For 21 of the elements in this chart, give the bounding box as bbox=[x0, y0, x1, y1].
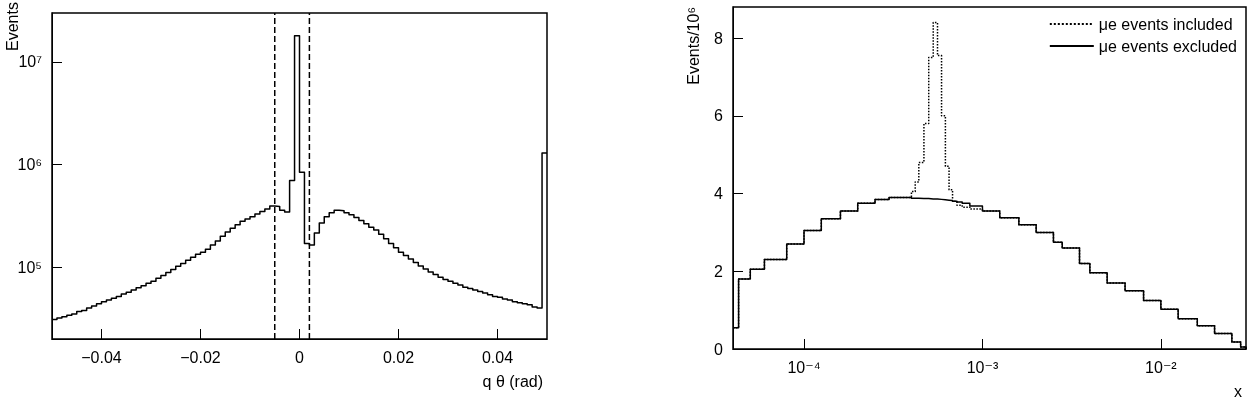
y-tick-label: 6 bbox=[714, 107, 724, 125]
y-tick-label: 10⁷ bbox=[18, 53, 43, 71]
x-tick-label: −0.02 bbox=[180, 348, 221, 366]
x-tick-label: 10⁻⁴ bbox=[787, 358, 821, 376]
y-tick-label: 8 bbox=[714, 29, 724, 47]
y-tick-label: 2 bbox=[714, 262, 724, 280]
x-tick-label: 0.02 bbox=[382, 348, 415, 366]
x-tick-label: 0 bbox=[295, 348, 305, 366]
y-axis-title: Events bbox=[3, 2, 21, 52]
legend-label: μe events included bbox=[1098, 15, 1233, 33]
x-tick-label: 0.04 bbox=[481, 348, 514, 366]
y-axis-title: Events/10⁶ bbox=[684, 7, 702, 85]
y-tick-label: 10⁵ bbox=[17, 258, 42, 276]
legend-label: μe events excluded bbox=[1098, 37, 1238, 55]
y-tick-label: 10⁶ bbox=[17, 156, 42, 174]
x-axis-title: q θ (rad) bbox=[482, 372, 543, 390]
x-tick-label: 10⁻² bbox=[1145, 358, 1178, 376]
x-axis-title: x bbox=[1234, 382, 1242, 400]
x-tick-label: −0.04 bbox=[81, 348, 122, 366]
x-tick-label: 10⁻³ bbox=[966, 358, 999, 376]
y-tick-label: 4 bbox=[714, 185, 724, 203]
